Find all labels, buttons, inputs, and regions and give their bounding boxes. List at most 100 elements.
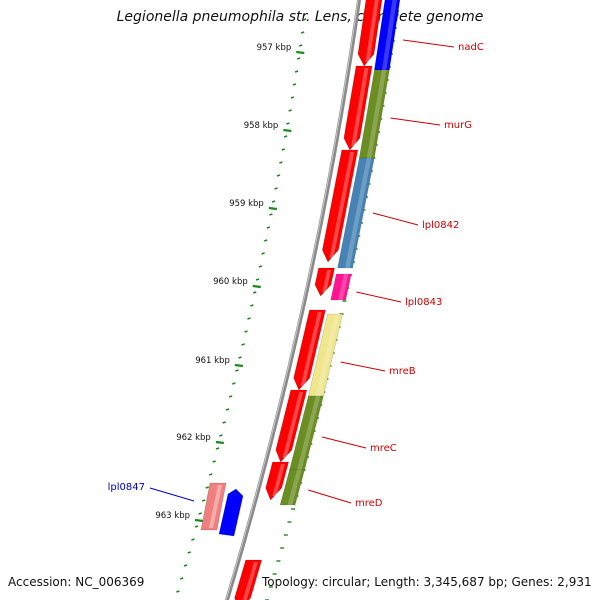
ruler-minor-tick [252, 291, 257, 294]
accession-text: Accession: NC_006369 [8, 575, 145, 589]
ruler-minor-tick [279, 161, 283, 164]
ruler-minor-tick [198, 512, 202, 515]
ruler-major-tick [252, 284, 261, 289]
gene-feature-lpl0847-shine [209, 485, 222, 528]
ruler-major-tick [283, 128, 292, 133]
gene-feature-lpl0843 [330, 273, 352, 301]
cds-feature [275, 389, 308, 463]
ruler-minor-tick [274, 187, 278, 190]
gene-leader-line [321, 436, 367, 449]
gene-label: lpl0843 [405, 297, 442, 308]
ruler-tick-label: 963 kbp [155, 511, 190, 521]
ruler-minor-tick [286, 122, 290, 125]
ruler-minor-tick [300, 31, 305, 34]
gene-feature-mreC-shine [297, 396, 321, 470]
ruler-major-tick [234, 363, 243, 368]
cds-feature [322, 149, 359, 263]
ruler-minor-tick [290, 96, 295, 99]
ruler-minor-tick [296, 57, 301, 60]
ruler-major-tick [268, 206, 277, 211]
backbone-highlight [225, 0, 359, 600]
feature-tracks [200, 0, 401, 600]
ruler-minor-tick [183, 564, 188, 567]
gene-label: mreC [370, 443, 397, 454]
ruler-minor-tick [250, 304, 254, 307]
ruler-major-tick [296, 50, 305, 55]
gene-feature-lpl0843-shine [338, 274, 349, 300]
gene-feature-nadC-shine [381, 0, 397, 70]
ruler-minor-tick [302, 18, 307, 21]
gene-leader-line [340, 361, 386, 372]
ruler-minor-tick [288, 109, 292, 112]
ruler-minor-tick [244, 330, 248, 333]
ruler-tick-label: 962 kbp [176, 433, 211, 443]
gene-feature-mreB-shine [315, 314, 340, 396]
ruler-minor-tick [294, 70, 299, 73]
gene-feature-lpl0842 [337, 157, 375, 269]
backbone-line [224, 0, 362, 600]
gene-leader-line [356, 291, 402, 303]
gene-leader-line [403, 39, 455, 48]
ruler-tick-label: 961 kbp [195, 356, 230, 366]
ruler-minor-tick [269, 213, 273, 216]
cds-feature-shine [282, 392, 304, 458]
gene-label: lpl0847 [108, 482, 145, 493]
ruler-minor-tick [238, 356, 242, 359]
ruler-minor-tick [232, 382, 236, 385]
cds-feature [314, 267, 335, 297]
gene-leader-line [372, 212, 419, 226]
cds-feature [265, 461, 289, 501]
gene-leader-line [390, 117, 441, 126]
ruler-minor-tick [201, 499, 206, 502]
ruler-ticks: 957 kbp 958 kbp 959 kbp 960 kbp 961 kbp 962 k… [155, 14, 399, 600]
gene-feature-murG-shine [366, 70, 387, 158]
ruler-minor-tick [187, 551, 191, 554]
ruler-major-tick [194, 518, 204, 523]
ruler-minor-tick [255, 278, 260, 281]
ruler-minor-tick [228, 395, 233, 398]
ruler-minor-tick [222, 421, 226, 424]
gene-leader-line [308, 489, 352, 504]
cds-feature-shine [242, 562, 258, 600]
ruler-minor-tick [281, 148, 286, 151]
ruler-tick-label: 957 kbp [257, 43, 292, 53]
ruler-minor-tick [225, 408, 230, 411]
cds-feature-shine [351, 68, 369, 146]
ruler-minor-tick [176, 590, 180, 593]
gene-label: mreD [355, 498, 383, 509]
ruler-minor-tick [258, 265, 263, 268]
ruler-minor-tick [215, 447, 220, 450]
cds-feature-shine [322, 270, 331, 292]
gene-leader-line [149, 487, 195, 502]
backbone-ring [224, 0, 362, 600]
ruler-minor-tick [298, 44, 303, 47]
cds-feature [293, 309, 326, 391]
cds-feature-shine [300, 312, 322, 386]
ruler-minor-tick [235, 369, 239, 372]
gene-feature-lpl0842-shine [345, 158, 372, 268]
gene-feature-mreD-shine [287, 470, 302, 505]
ruler-minor-tick [266, 226, 271, 229]
ruler-minor-tick [219, 434, 223, 437]
topology-summary: Topology: circular; Length: 3,345,687 bp… [262, 575, 592, 589]
ruler-minor-tick [241, 343, 245, 346]
ruler-tick-label: 958 kbp [244, 121, 279, 131]
gene-label: murG [444, 120, 472, 131]
ruler-minor-tick [292, 83, 297, 86]
ruler-minor-tick [261, 252, 265, 255]
ruler-minor-tick [208, 473, 213, 476]
ruler-minor-tick [283, 135, 288, 138]
ruler-minor-tick [276, 174, 281, 177]
gene-feature-lpl0847 [200, 482, 227, 531]
ruler-minor-tick [271, 200, 276, 203]
cds-feature [357, 0, 383, 67]
cds-feature [343, 65, 373, 151]
ruler-tick-label: 960 kbp [213, 277, 248, 287]
gene-label: lpl0842 [422, 220, 459, 231]
ruler-minor-tick [205, 486, 209, 489]
gene-feature-mreD [279, 469, 305, 506]
ruler-minor-tick [179, 577, 184, 580]
cds-feature-shine [272, 464, 285, 496]
